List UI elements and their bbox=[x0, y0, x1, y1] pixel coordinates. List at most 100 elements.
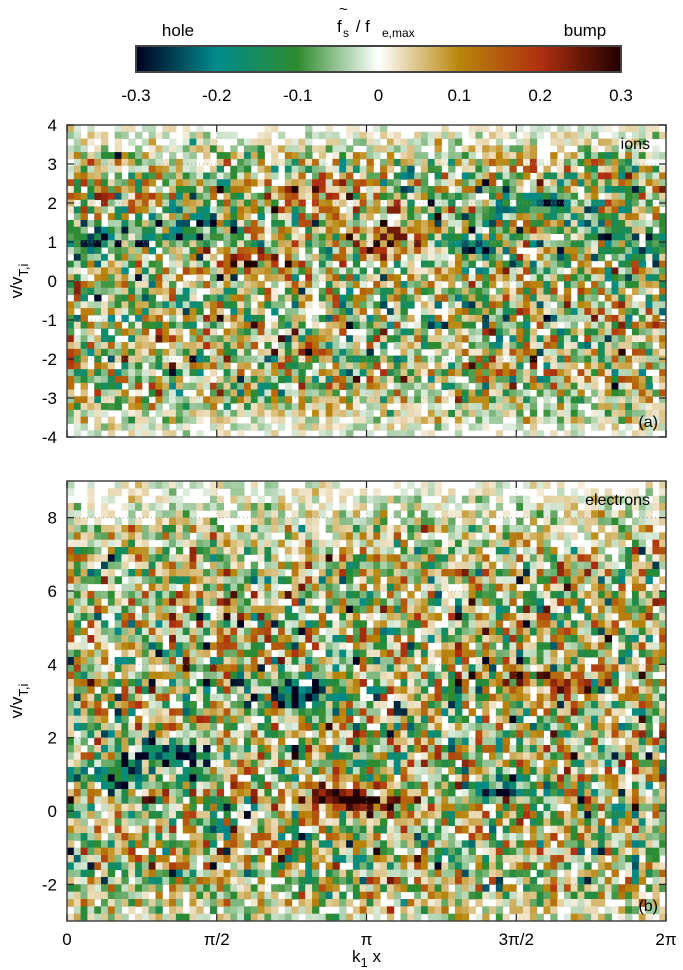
ytick-label: 1 bbox=[48, 233, 57, 252]
heatmap-cell bbox=[638, 125, 647, 133]
heatmap-cell bbox=[495, 430, 504, 438]
heatmap-cell bbox=[529, 335, 538, 343]
heatmap-cell bbox=[148, 503, 156, 511]
heatmap-cell bbox=[550, 355, 558, 363]
heatmap-cell bbox=[121, 206, 129, 214]
heatmap-cell bbox=[557, 179, 565, 187]
heatmap-cell bbox=[645, 598, 653, 607]
heatmap-cell bbox=[237, 605, 245, 614]
heatmap-cell bbox=[577, 199, 585, 207]
heatmap-cell bbox=[536, 598, 544, 607]
heatmap-cell bbox=[169, 525, 177, 533]
heatmap-cell bbox=[482, 375, 490, 384]
heatmap-cell bbox=[67, 416, 75, 424]
heatmap-cell bbox=[114, 389, 122, 397]
heatmap-cell bbox=[495, 233, 504, 241]
heatmap-cell bbox=[618, 240, 626, 248]
heatmap-cell bbox=[155, 233, 163, 241]
heatmap-cell bbox=[237, 348, 245, 357]
heatmap-cell bbox=[407, 335, 415, 343]
heatmap-cell bbox=[325, 430, 333, 438]
heatmap-cell bbox=[557, 308, 565, 316]
heatmap-cell bbox=[495, 396, 504, 404]
heatmap-cell bbox=[325, 348, 333, 357]
heatmap-cell bbox=[94, 396, 102, 404]
heatmap-cell bbox=[250, 152, 259, 160]
heatmap-cell bbox=[611, 219, 619, 228]
heatmap-cell bbox=[509, 561, 517, 570]
heatmap-cell bbox=[94, 253, 102, 262]
heatmap-cell bbox=[407, 620, 415, 629]
heatmap-cell bbox=[591, 219, 599, 228]
heatmap-cell bbox=[380, 247, 388, 255]
heatmap-cell bbox=[529, 613, 538, 621]
heatmap-cell bbox=[502, 281, 510, 289]
heatmap-cell bbox=[625, 335, 633, 343]
heatmap-cell bbox=[468, 253, 476, 262]
heatmap-cell bbox=[454, 342, 463, 350]
heatmap-cell bbox=[169, 605, 177, 614]
heatmap-cell bbox=[325, 389, 333, 397]
heatmap-cell bbox=[318, 409, 327, 418]
heatmap-cell bbox=[67, 247, 75, 255]
heatmap-cell bbox=[557, 138, 565, 146]
heatmap-cell bbox=[550, 613, 558, 621]
heatmap-cell bbox=[597, 389, 606, 397]
heatmap-cell bbox=[223, 382, 231, 391]
heatmap-cell bbox=[529, 583, 538, 592]
heatmap-cell bbox=[352, 510, 361, 519]
heatmap-cell bbox=[570, 213, 579, 221]
heatmap-cell bbox=[652, 355, 660, 363]
heatmap-cell bbox=[135, 525, 143, 533]
heatmap-cell bbox=[135, 152, 143, 160]
heatmap-cell bbox=[577, 495, 585, 504]
heatmap-cell bbox=[386, 416, 395, 424]
heatmap-cell bbox=[482, 342, 490, 350]
heatmap-cell bbox=[230, 409, 238, 418]
heatmap-cell bbox=[638, 281, 647, 289]
heatmap-cell bbox=[516, 233, 524, 241]
heatmap-cell bbox=[448, 409, 456, 418]
heatmap-cell bbox=[461, 260, 470, 268]
heatmap-cell bbox=[652, 583, 660, 592]
heatmap-cell bbox=[155, 145, 163, 153]
heatmap-cell bbox=[523, 226, 531, 235]
heatmap-cell bbox=[107, 294, 116, 302]
heatmap-cell bbox=[366, 131, 374, 140]
heatmap-cell bbox=[529, 348, 538, 357]
heatmap-cell bbox=[631, 131, 640, 140]
heatmap-cell bbox=[625, 605, 633, 614]
heatmap-cell bbox=[611, 620, 619, 629]
heatmap-cell bbox=[346, 131, 354, 140]
heatmap-cell bbox=[434, 613, 442, 621]
heatmap-cell bbox=[591, 274, 599, 282]
heatmap-cell bbox=[209, 328, 218, 336]
heatmap-cell bbox=[346, 172, 354, 180]
heatmap-cell bbox=[264, 532, 272, 541]
heatmap-cell bbox=[325, 287, 333, 296]
heatmap-cell bbox=[631, 165, 640, 173]
heatmap-cell bbox=[237, 583, 245, 592]
heatmap-cell bbox=[441, 495, 449, 504]
heatmap-cell bbox=[638, 591, 647, 599]
heatmap-cell bbox=[339, 423, 347, 431]
heatmap-cell bbox=[189, 554, 197, 563]
heatmap-cell bbox=[366, 532, 374, 541]
heatmap-cell bbox=[237, 525, 245, 533]
heatmap-cell bbox=[162, 488, 170, 497]
heatmap-cell bbox=[543, 287, 551, 296]
heatmap-cell bbox=[400, 233, 408, 241]
heatmap-cell bbox=[271, 301, 279, 309]
heatmap-cell bbox=[482, 409, 490, 418]
heatmap-cell bbox=[434, 321, 442, 329]
heatmap-cell bbox=[94, 369, 102, 377]
heatmap-cell bbox=[407, 423, 415, 431]
heatmap-cell bbox=[121, 561, 129, 570]
heatmap-cell bbox=[182, 396, 191, 404]
heatmap-cell bbox=[570, 620, 579, 629]
heatmap-cell bbox=[373, 219, 381, 228]
heatmap-cell bbox=[271, 517, 279, 526]
heatmap-cell bbox=[216, 342, 225, 350]
heatmap-cell bbox=[128, 430, 136, 438]
heatmap-cell bbox=[563, 253, 572, 262]
